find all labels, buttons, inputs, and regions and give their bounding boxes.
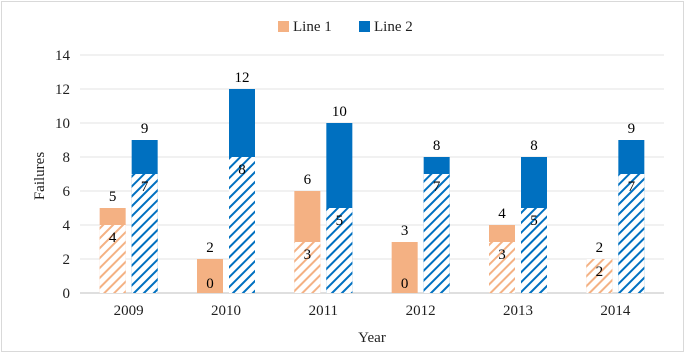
- bar-line-1-total: [197, 259, 223, 293]
- bar-line-2-hatched: [423, 174, 450, 293]
- y-tick-label: 8: [63, 150, 71, 166]
- x-tick-label: 2014: [600, 303, 631, 319]
- y-tick-label: 0: [63, 286, 71, 302]
- hatched-data-label: 4: [109, 230, 117, 246]
- total-data-label: 9: [141, 121, 149, 137]
- x-tick-label: 2010: [211, 303, 241, 319]
- legend-swatch-line-1: [278, 21, 289, 32]
- total-data-label: 6: [304, 172, 312, 188]
- total-data-label: 2: [206, 240, 214, 256]
- y-axis-title: Failures: [32, 152, 48, 200]
- bar-line-2-hatched: [131, 174, 158, 293]
- x-tick-label: 2012: [406, 303, 436, 319]
- y-tick-label: 14: [55, 48, 71, 64]
- y-tick-label: 6: [63, 184, 71, 200]
- y-tick-label: 4: [63, 218, 71, 234]
- total-data-label: 4: [498, 206, 506, 222]
- hatched-data-label: 0: [206, 276, 214, 292]
- bars: [99, 89, 645, 293]
- bar-line-1-hatched: [294, 242, 321, 293]
- x-tick-label: 2011: [309, 303, 338, 319]
- x-axis-title: Year: [358, 330, 386, 346]
- bar-line-2-hatched: [326, 208, 353, 293]
- x-axis-ticks: 2009 2010 2011 2012 2013 2014: [114, 303, 631, 319]
- bar-line-1-hatched: [489, 242, 515, 293]
- legend: Line 1 Line 2: [278, 19, 413, 35]
- bar-line-1-hatched: [99, 225, 126, 293]
- total-data-label: 9: [628, 121, 636, 137]
- bar-line-2-hatched: [618, 174, 645, 293]
- total-data-label: 2: [596, 240, 604, 256]
- hatched-data-label: 3: [304, 247, 312, 263]
- gridlines: [80, 54, 664, 294]
- hatched-data-label: 3: [498, 247, 506, 263]
- y-tick-label: 12: [55, 82, 70, 98]
- total-data-label: 8: [433, 138, 441, 154]
- hatched-data-label: 8: [238, 162, 246, 178]
- legend-swatch-line-2: [359, 21, 370, 32]
- bar-line-1-hatched: [586, 259, 613, 293]
- y-axis-ticks: 0 2 4 6 8 10 12 14: [55, 48, 71, 302]
- hatched-data-label: 2: [596, 264, 604, 280]
- total-data-label: 5: [109, 189, 117, 205]
- legend-label-line-1: Line 1: [293, 19, 332, 35]
- data-labels: 5 4 9 7 2 0 12 8 6 3 10 5 3 0 8 7 4 3 8 5 2 2 9 7: [109, 70, 636, 292]
- total-data-label: 8: [530, 138, 538, 154]
- hatched-data-label: 0: [401, 276, 409, 292]
- total-data-label: 10: [332, 104, 347, 120]
- x-tick-label: 2009: [114, 303, 144, 319]
- bar-line-2-hatched: [229, 157, 255, 293]
- total-data-label: 12: [235, 70, 250, 86]
- x-tick-label: 2013: [503, 303, 533, 319]
- hatched-data-label: 7: [141, 179, 149, 195]
- hatched-data-label: 7: [628, 179, 636, 195]
- bar-line-1-total: [391, 242, 418, 293]
- hatched-data-label: 5: [530, 213, 538, 229]
- y-tick-label: 10: [55, 116, 70, 132]
- legend-label-line-2: Line 2: [374, 19, 413, 35]
- y-tick-label: 2: [63, 252, 71, 268]
- hatched-data-label: 5: [336, 213, 344, 229]
- total-data-label: 3: [401, 223, 409, 239]
- hatched-data-label: 7: [433, 179, 441, 195]
- bar-line-2-hatched: [521, 208, 547, 293]
